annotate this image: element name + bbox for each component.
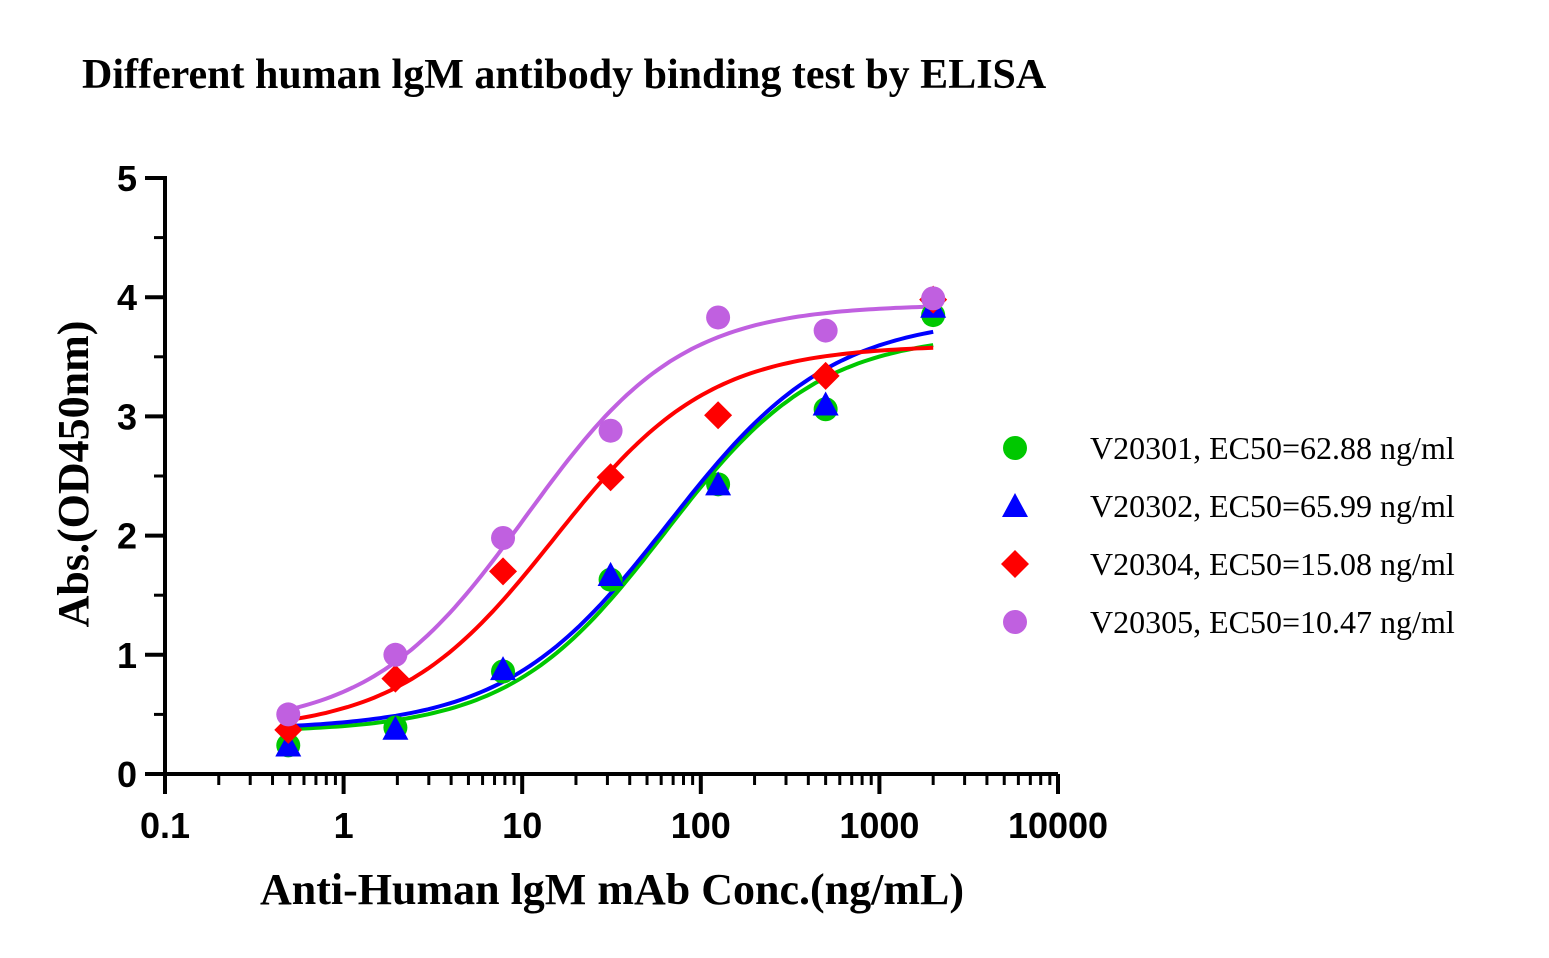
y-tick-label: 5 bbox=[117, 158, 137, 199]
x-axis-label: Anti-Human lgM mAb Conc.(ng/mL) bbox=[260, 865, 964, 914]
chart-title: Different human lgM antibody binding tes… bbox=[82, 52, 1047, 98]
legend-marker-series-4 bbox=[1003, 610, 1027, 634]
data-point-series-4 bbox=[383, 642, 408, 667]
data-point-series-2 bbox=[275, 732, 302, 757]
legend-label-series-3: V20304, EC50=15.08 ng/ml bbox=[1090, 546, 1455, 582]
legend-label-series-1: V20301, EC50=62.88 ng/ml bbox=[1090, 430, 1455, 466]
x-tick-label: 10 bbox=[502, 805, 542, 846]
x-tick-label: 100 bbox=[671, 805, 731, 846]
data-point-series-2 bbox=[812, 391, 839, 416]
data-point-series-2 bbox=[597, 561, 624, 586]
plot-area: 0 1 2 3 4 5 0.1 1 10 100 1000 10000 bbox=[117, 158, 1108, 846]
data-point-series-2 bbox=[382, 715, 409, 740]
x-tick-label: 10000 bbox=[1008, 805, 1108, 846]
fit-curve-series-3 bbox=[287, 345, 934, 723]
legend: V20301, EC50=62.88 ng/ml V20302, EC50=65.… bbox=[1001, 430, 1455, 640]
legend-marker-series-2 bbox=[1002, 493, 1028, 518]
legend-label-series-2: V20302, EC50=65.99 ng/ml bbox=[1090, 488, 1455, 524]
data-point-series-4 bbox=[813, 318, 838, 343]
legend-marker-series-1 bbox=[1003, 436, 1027, 460]
data-point-series-4 bbox=[276, 702, 301, 727]
legend-label-series-4: V20305, EC50=10.47 ng/ml bbox=[1090, 604, 1455, 640]
y-tick-label: 0 bbox=[117, 754, 137, 795]
y-tick-label: 2 bbox=[117, 516, 137, 557]
y-tick-label: 3 bbox=[117, 396, 137, 437]
data-point-series-3 bbox=[596, 463, 625, 492]
y-axis-label: Abs.(OD450nm) bbox=[49, 321, 98, 628]
data-point-series-3 bbox=[489, 557, 518, 586]
x-tick-label: 1 bbox=[334, 805, 354, 846]
y-tick-label: 4 bbox=[117, 277, 137, 318]
data-point-series-4 bbox=[706, 305, 731, 330]
data-point-series-2 bbox=[490, 656, 517, 681]
y-tick-label: 1 bbox=[117, 635, 137, 676]
data-point-series-2 bbox=[705, 471, 732, 496]
data-point-series-4 bbox=[598, 418, 623, 443]
data-point-series-3 bbox=[704, 401, 733, 430]
data-point-series-4 bbox=[491, 525, 516, 550]
data-point-series-3 bbox=[381, 664, 410, 693]
x-tick-label: 0.1 bbox=[140, 805, 190, 846]
legend-marker-series-3 bbox=[1001, 550, 1029, 578]
data-point-series-3 bbox=[811, 361, 840, 390]
x-tick-label: 1000 bbox=[839, 805, 919, 846]
data-point-series-4 bbox=[921, 286, 946, 311]
